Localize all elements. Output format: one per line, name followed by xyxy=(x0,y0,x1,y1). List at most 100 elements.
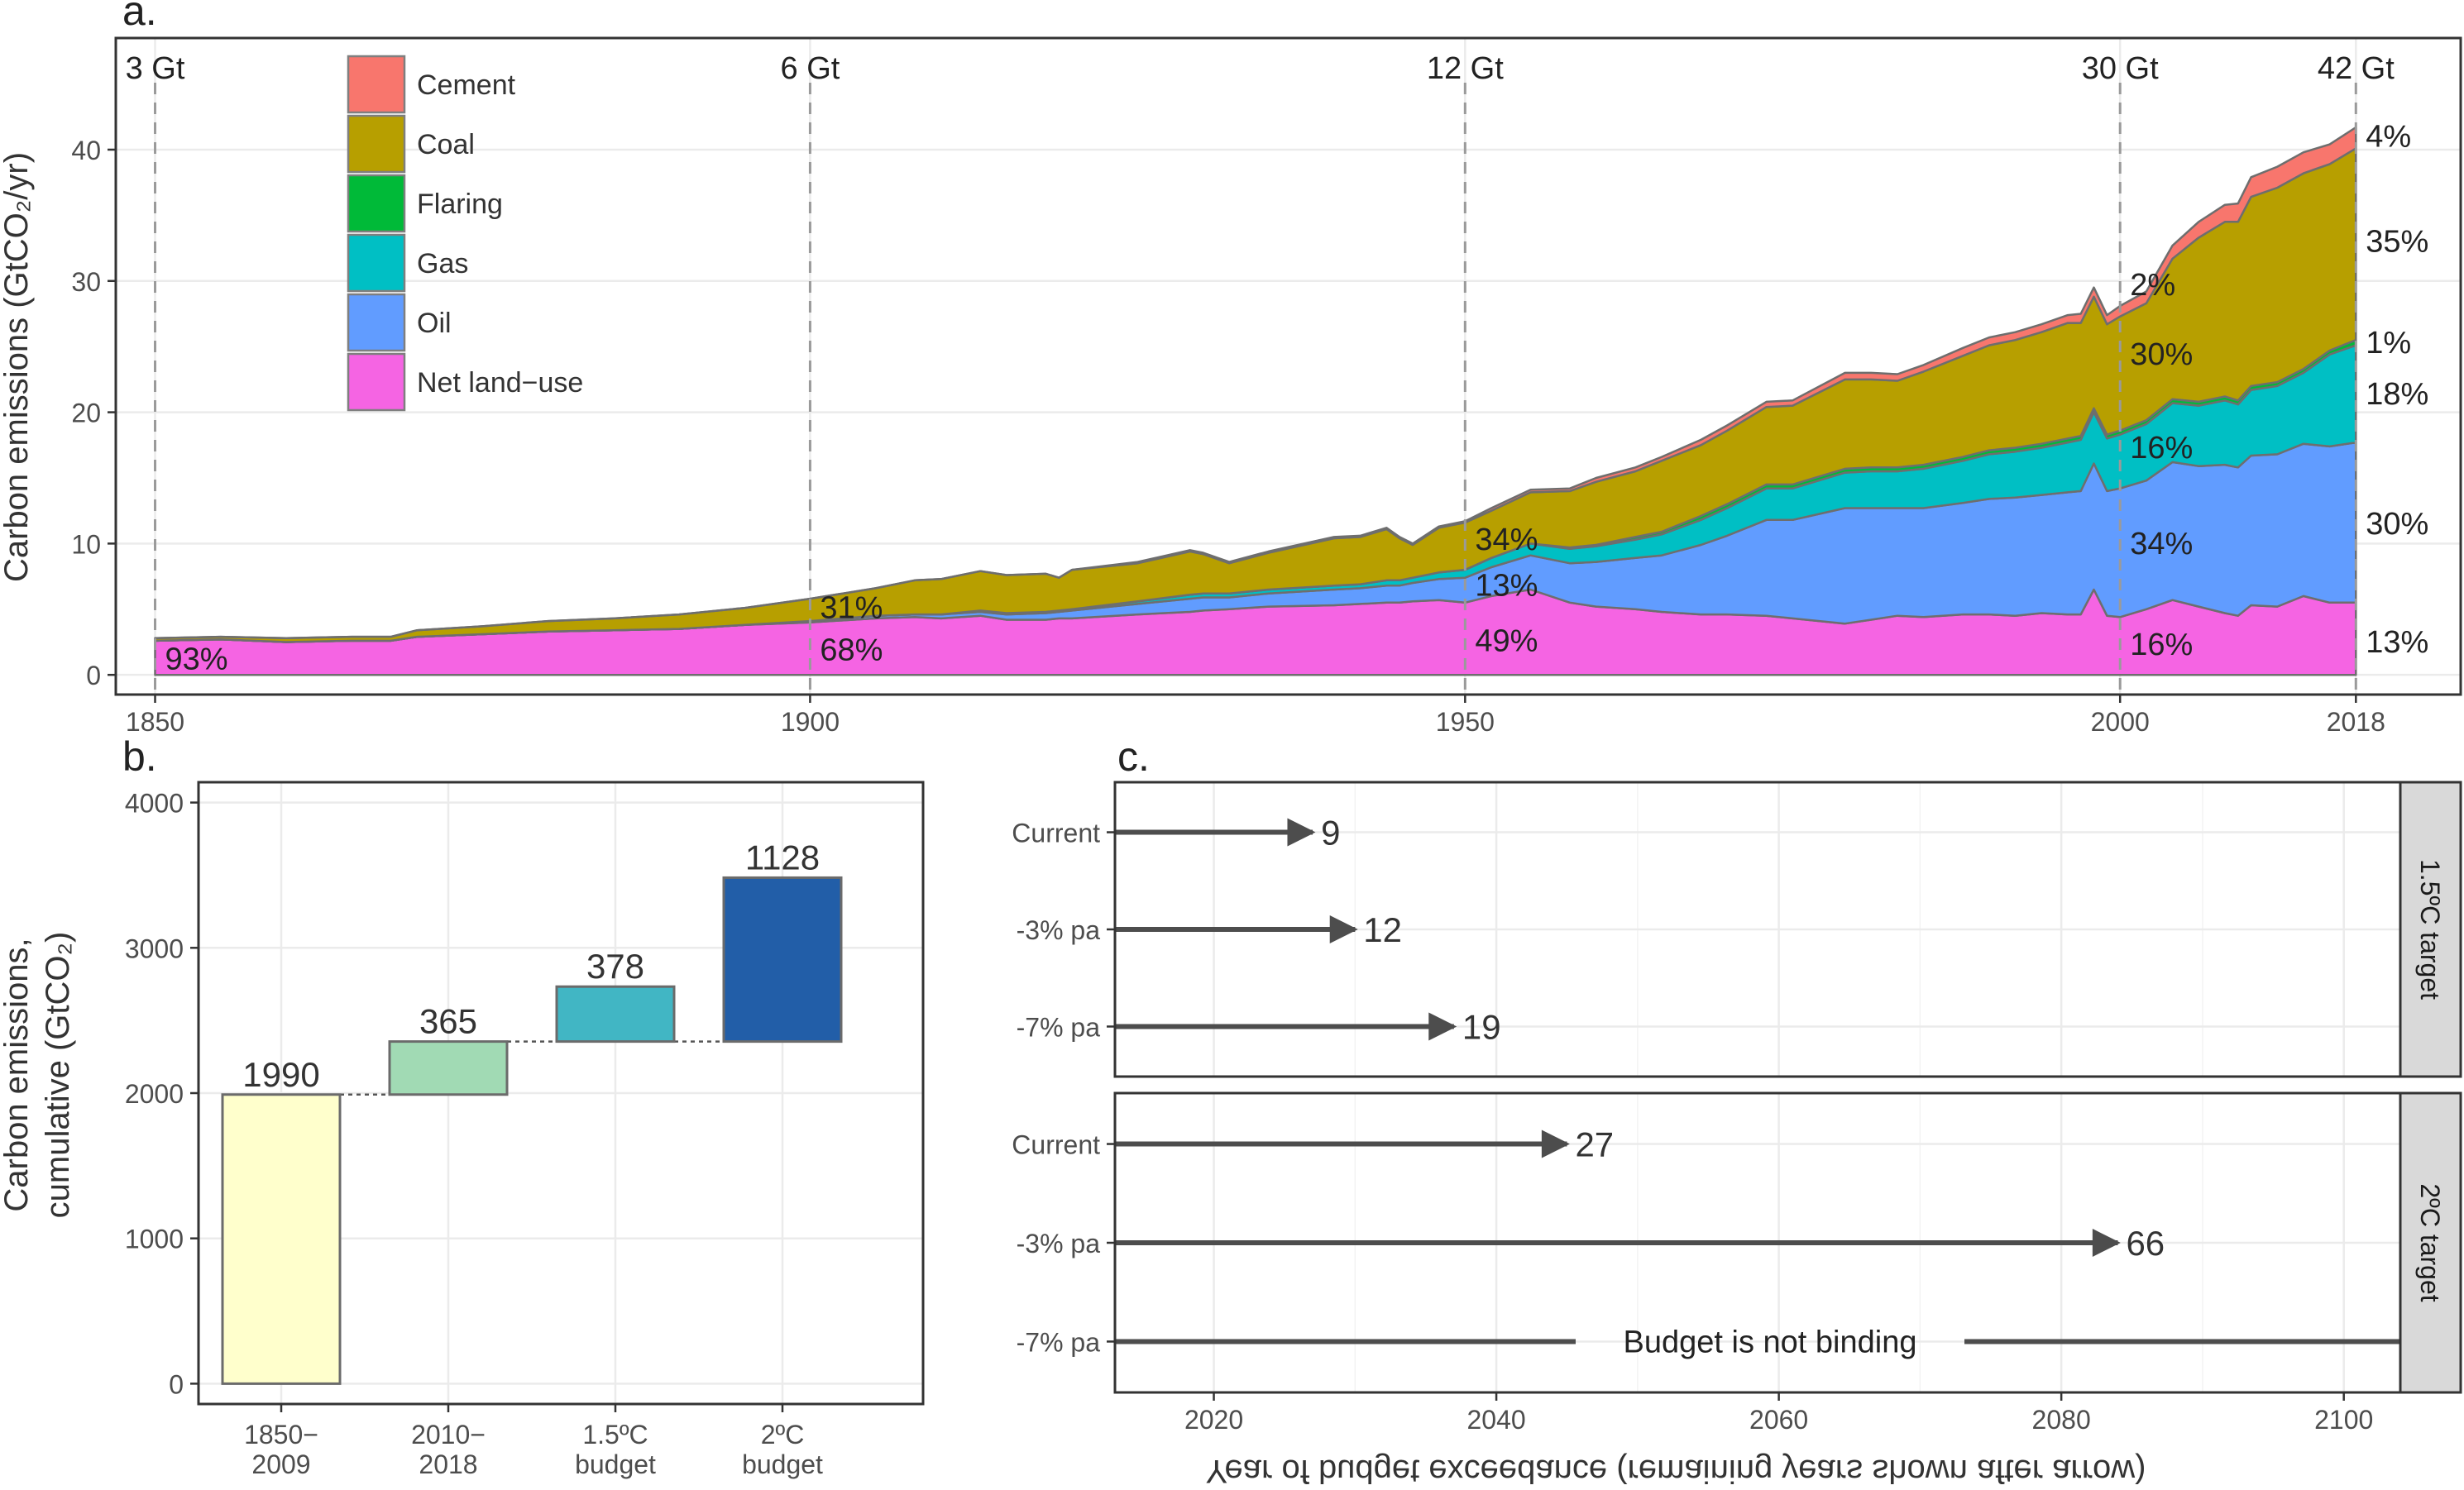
panel-b-y-axis-title-line1: Carbon emissions, xyxy=(0,938,35,1211)
panel-b-axis-ticks: 0 1000 2000 3000 4000 1850−2009 2010−2018 1.5ºC… xyxy=(125,789,823,1479)
facet-strip xyxy=(2399,781,2462,1078)
percent-annotation: 13% xyxy=(2366,625,2428,660)
remaining-years-label: 12 xyxy=(1363,910,1402,949)
scenario-label: Current xyxy=(1012,819,1100,848)
y-tick-label: 4000 xyxy=(125,789,184,819)
panel-c: c. Current 9-3% pa 12-7% pa 191.5ºC targetC… xyxy=(1012,733,2462,1489)
x-category-label: 2010− xyxy=(411,1420,486,1449)
legend-label: Coal xyxy=(417,129,475,160)
percent-annotation: 31% xyxy=(820,591,883,626)
percent-annotation: 34% xyxy=(1475,523,1538,557)
x-tick-label: 1850 xyxy=(126,707,184,737)
percent-annotation: 49% xyxy=(1475,623,1538,658)
x-category-label: 1850− xyxy=(244,1420,318,1449)
panel-c-axis-ticks: 2020 2040 2060 2080 2100 xyxy=(1184,1392,2373,1435)
y-tick-label: 30 xyxy=(71,267,101,297)
percent-annotation: 68% xyxy=(820,633,883,667)
percent-annotation: 34% xyxy=(2130,527,2193,561)
percent-annotation: 93% xyxy=(165,642,228,677)
panel-a-legend: Cement Coal Flaring Gas Oil Net land−use xyxy=(347,55,583,412)
facet-panel: Current 27 -3% pa 66 -7% pa Budget is not bin… xyxy=(1012,1091,2462,1394)
legend-swatch xyxy=(347,114,406,174)
waterfall-bar xyxy=(388,1040,509,1096)
x-tick-label: 2000 xyxy=(2091,707,2150,737)
budget-note: Budget is not binding xyxy=(1624,1325,1917,1359)
legend-swatch xyxy=(347,174,406,233)
legend-label: Oil xyxy=(417,308,452,339)
legend-label: Net land−use xyxy=(417,367,583,399)
reference-total-label: 30 Gt xyxy=(2082,51,2159,86)
legend-swatch xyxy=(347,352,406,412)
panel-a-axis-ticks: 0 10 20 30 40 1850 1900 1950 2000 2018 xyxy=(71,136,2385,737)
panel-a-label: a. xyxy=(122,0,157,34)
y-tick-label: 1000 xyxy=(125,1225,184,1254)
panel-a-plot-border xyxy=(114,36,2462,696)
percent-annotation: 30% xyxy=(2130,337,2193,372)
x-tick-label: 2040 xyxy=(1466,1405,1525,1435)
percent-annotation: 2% xyxy=(2130,268,2175,303)
x-category-label: 2018 xyxy=(419,1449,477,1479)
percent-annotation: 35% xyxy=(2366,225,2428,260)
x-tick-label: 2080 xyxy=(2032,1405,2091,1435)
bar-value-label: 1128 xyxy=(745,838,820,876)
remaining-years-label: 66 xyxy=(2126,1224,2165,1263)
x-tick-label: 1950 xyxy=(1436,707,1495,737)
reference-total-label: 12 Gt xyxy=(1427,51,1504,86)
legend-swatch xyxy=(347,233,406,293)
percent-annotation: 13% xyxy=(1475,569,1538,604)
legend-label: Gas xyxy=(417,248,468,279)
scenario-label: Current xyxy=(1012,1130,1100,1160)
scenario-label: -7% pa xyxy=(1017,1327,1101,1357)
x-category-label: budget xyxy=(742,1449,823,1479)
area-cement xyxy=(154,126,2357,639)
panel-b-y-axis-title-line2: cumulative (GtCO₂) xyxy=(40,932,76,1219)
remaining-years-label: 27 xyxy=(1575,1125,1614,1164)
panel-a-reference-lines: 3 Gt 6 Gt 12 Gt 30 Gt 42 Gt xyxy=(126,51,2395,695)
x-tick-label: 2100 xyxy=(2314,1405,2373,1435)
reference-total-label: 3 Gt xyxy=(126,51,185,86)
percent-annotation: 16% xyxy=(2130,431,2193,466)
x-category-label: 2009 xyxy=(251,1449,310,1479)
panel-b-label: b. xyxy=(122,733,157,780)
panel-a-percent-annotations: 93% 68% 31% 49% 13% 34% 16% 34% 16% 30% 2% 13% 30% 18… xyxy=(165,120,2429,677)
percent-annotation: 1% xyxy=(2366,326,2411,361)
scenario-label: -7% pa xyxy=(1017,1012,1101,1042)
bar-value-label: 378 xyxy=(586,947,644,986)
percent-annotation: 18% xyxy=(2366,377,2428,412)
x-tick-label: 2018 xyxy=(2327,707,2385,737)
waterfall-bar xyxy=(221,1093,342,1385)
y-tick-label: 0 xyxy=(86,661,101,690)
waterfall-bar xyxy=(722,876,843,1043)
bar-value-label: 1990 xyxy=(242,1055,319,1094)
reference-total-label: 42 Gt xyxy=(2318,51,2395,86)
x-tick-label: 1900 xyxy=(781,707,840,737)
panel-c-label: c. xyxy=(1117,733,1150,780)
scenario-label: -3% pa xyxy=(1017,1229,1101,1258)
legend-label: Cement xyxy=(417,69,516,101)
reference-total-label: 6 Gt xyxy=(781,51,840,86)
scenario-label: -3% pa xyxy=(1017,915,1101,945)
x-tick-label: 2060 xyxy=(1749,1405,1808,1435)
percent-annotation: 30% xyxy=(2366,507,2428,542)
x-category-label: 1.5ºC xyxy=(582,1420,648,1449)
panel-c-facets: Current 9-3% pa 12-7% pa 191.5ºC targetCurr… xyxy=(1012,781,2462,1394)
facet-strip-label: 2ºC target xyxy=(2415,1183,2445,1301)
x-category-label: budget xyxy=(575,1449,656,1479)
percent-annotation: 16% xyxy=(2130,628,2193,662)
remaining-years-label: 9 xyxy=(1321,814,1340,852)
facet-strip-label: 1.5ºC target xyxy=(2415,859,2445,1000)
facet-strip xyxy=(2399,1091,2462,1394)
y-tick-label: 0 xyxy=(169,1369,184,1399)
y-tick-label: 10 xyxy=(71,529,101,559)
percent-annotation: 4% xyxy=(2366,120,2411,155)
panel-a-y-axis-title: Carbon emissions (GtCO₂/yr) xyxy=(0,152,35,582)
legend-label: Flaring xyxy=(417,189,503,220)
legend-swatch xyxy=(347,55,406,114)
y-tick-label: 40 xyxy=(71,136,101,165)
x-category-label: 2ºC xyxy=(761,1420,805,1449)
facet-panel: Current 9 -3% pa 12 -7% pa 19 1.5ºC target xyxy=(1012,781,2462,1078)
y-tick-label: 2000 xyxy=(125,1079,184,1109)
waterfall-bar xyxy=(555,985,676,1043)
remaining-years-label: 19 xyxy=(1462,1007,1501,1046)
